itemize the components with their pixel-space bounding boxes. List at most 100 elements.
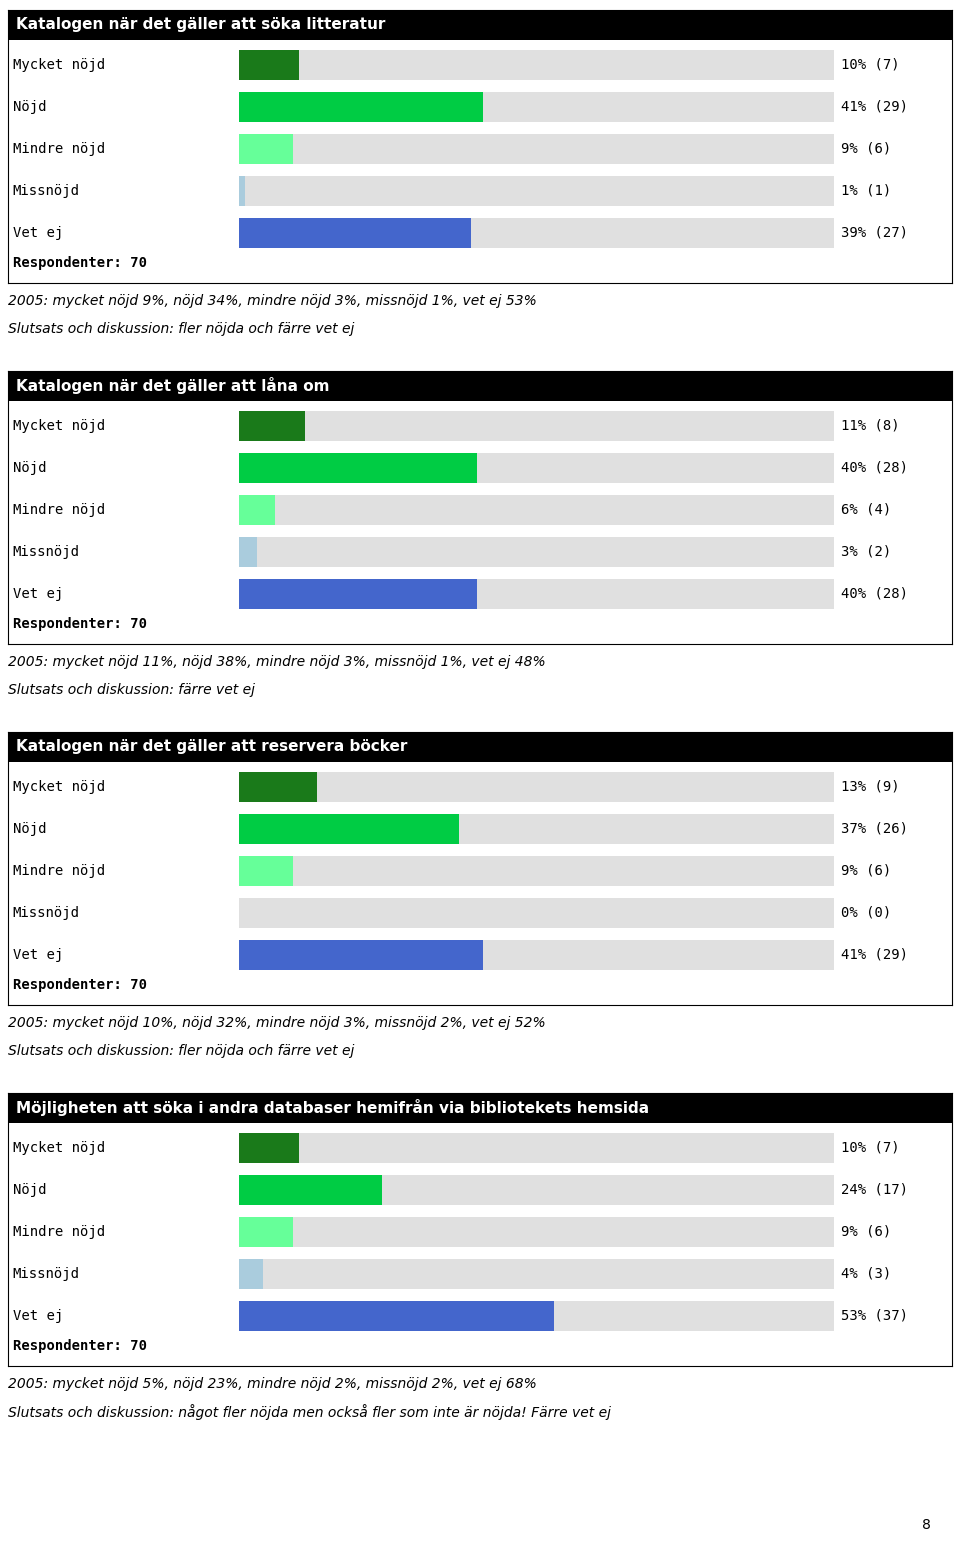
Bar <box>239 411 304 440</box>
Bar <box>239 1132 299 1163</box>
Bar <box>239 133 293 164</box>
Bar <box>239 1176 382 1205</box>
Text: Missnöjd: Missnöjd <box>12 1267 80 1281</box>
Bar <box>239 856 834 886</box>
Text: Respondenter: 70: Respondenter: 70 <box>12 617 147 631</box>
Bar <box>239 856 293 886</box>
Bar <box>239 50 834 81</box>
Text: 40% (28): 40% (28) <box>841 586 907 600</box>
Bar <box>239 175 245 206</box>
Bar <box>239 495 834 524</box>
Text: 37% (26): 37% (26) <box>841 822 907 836</box>
Bar <box>239 411 834 440</box>
Bar <box>8 732 952 762</box>
Text: Mindre nöjd: Mindre nöjd <box>12 143 105 157</box>
Text: 10% (7): 10% (7) <box>841 1142 900 1155</box>
Text: 6% (4): 6% (4) <box>841 503 891 516</box>
Text: Mindre nöjd: Mindre nöjd <box>12 1225 105 1239</box>
Text: Missnöjd: Missnöjd <box>12 185 80 199</box>
Bar <box>239 175 834 206</box>
Text: 2005: mycket nöjd 5%, nöjd 23%, mindre nöjd 2%, missnöjd 2%, vet ej 68%: 2005: mycket nöjd 5%, nöjd 23%, mindre n… <box>8 1377 537 1391</box>
Text: 41% (29): 41% (29) <box>841 99 907 115</box>
Text: Vet ej: Vet ej <box>12 586 63 600</box>
Text: Slutsats och diskussion: fler nöjda och färre vet ej: Slutsats och diskussion: fler nöjda och … <box>8 323 354 337</box>
Text: 2005: mycket nöjd 11%, nöjd 38%, mindre nöjd 3%, missnöjd 1%, vet ej 48%: 2005: mycket nöjd 11%, nöjd 38%, mindre … <box>8 655 545 668</box>
Text: Mycket nöjd: Mycket nöjd <box>12 419 105 433</box>
Bar <box>239 772 834 802</box>
Text: 1% (1): 1% (1) <box>841 185 891 199</box>
Bar <box>239 814 459 844</box>
Bar <box>239 940 483 969</box>
Text: 40% (28): 40% (28) <box>841 461 907 475</box>
Text: Slutsats och diskussion: fler nöjda och färre vet ej: Slutsats och diskussion: fler nöjda och … <box>8 1044 354 1058</box>
Text: 9% (6): 9% (6) <box>841 864 891 878</box>
Bar <box>239 1218 293 1247</box>
Text: Katalogen när det gäller att söka litteratur: Katalogen när det gäller att söka litter… <box>15 17 385 33</box>
Bar <box>239 898 834 927</box>
Text: 41% (29): 41% (29) <box>841 948 907 962</box>
Text: 53% (37): 53% (37) <box>841 1309 907 1323</box>
Bar <box>239 537 834 568</box>
Text: 9% (6): 9% (6) <box>841 1225 891 1239</box>
Bar <box>239 1218 834 1247</box>
Bar <box>239 537 257 568</box>
Text: 39% (27): 39% (27) <box>841 226 907 240</box>
Text: Respondenter: 70: Respondenter: 70 <box>12 256 147 270</box>
Text: Vet ej: Vet ej <box>12 948 63 962</box>
Bar <box>239 133 834 164</box>
Bar <box>239 453 477 482</box>
Bar <box>239 1301 555 1331</box>
Bar <box>239 579 834 610</box>
Bar <box>239 219 471 248</box>
Text: Nöjd: Nöjd <box>12 461 46 475</box>
Text: 24% (17): 24% (17) <box>841 1183 907 1197</box>
Text: Slutsats och diskussion: färre vet ej: Slutsats och diskussion: färre vet ej <box>8 682 255 696</box>
Bar <box>239 1132 834 1163</box>
Bar <box>239 219 834 248</box>
Text: Missnöjd: Missnöjd <box>12 906 80 920</box>
Text: Mindre nöjd: Mindre nöjd <box>12 864 105 878</box>
Text: Respondenter: 70: Respondenter: 70 <box>12 1339 147 1352</box>
Text: Katalogen när det gäller att låna om: Katalogen när det gäller att låna om <box>15 377 329 394</box>
Bar <box>239 814 834 844</box>
Bar <box>239 50 299 81</box>
Text: 2005: mycket nöjd 10%, nöjd 32%, mindre nöjd 3%, missnöjd 2%, vet ej 52%: 2005: mycket nöjd 10%, nöjd 32%, mindre … <box>8 1016 545 1030</box>
Text: Möjligheten att söka i andra databaser hemifrån via bibliotekets hemsida: Möjligheten att söka i andra databaser h… <box>15 1100 649 1117</box>
Bar <box>239 940 834 969</box>
Bar <box>239 1301 834 1331</box>
Text: 0% (0): 0% (0) <box>841 906 891 920</box>
Text: Mycket nöjd: Mycket nöjd <box>12 1142 105 1155</box>
Bar <box>239 772 317 802</box>
Text: Nöjd: Nöjd <box>12 99 46 115</box>
Text: Mycket nöjd: Mycket nöjd <box>12 780 105 794</box>
Text: 10% (7): 10% (7) <box>841 57 900 71</box>
Bar <box>239 1176 834 1205</box>
Text: Katalogen när det gäller att reservera böcker: Katalogen när det gäller att reservera b… <box>15 740 407 754</box>
Bar <box>239 579 477 610</box>
Bar <box>239 1259 263 1289</box>
Text: Mindre nöjd: Mindre nöjd <box>12 503 105 516</box>
Text: 11% (8): 11% (8) <box>841 419 900 433</box>
Text: 13% (9): 13% (9) <box>841 780 900 794</box>
Text: Vet ej: Vet ej <box>12 1309 63 1323</box>
Bar <box>239 1259 834 1289</box>
Text: 2005: mycket nöjd 9%, nöjd 34%, mindre nöjd 3%, missnöjd 1%, vet ej 53%: 2005: mycket nöjd 9%, nöjd 34%, mindre n… <box>8 295 537 309</box>
Text: Missnöjd: Missnöjd <box>12 544 80 558</box>
Text: 3% (2): 3% (2) <box>841 544 891 558</box>
Bar <box>8 371 952 402</box>
Bar <box>239 495 275 524</box>
Text: Slutsats och diskussion: något fler nöjda men också fler som inte är nöjda! Färr: Slutsats och diskussion: något fler nöjd… <box>8 1404 611 1421</box>
Bar <box>239 453 834 482</box>
Text: Nöjd: Nöjd <box>12 822 46 836</box>
Bar <box>8 9 952 40</box>
Text: 8: 8 <box>923 1518 931 1532</box>
Bar <box>8 1093 952 1123</box>
Text: 9% (6): 9% (6) <box>841 143 891 157</box>
Text: Vet ej: Vet ej <box>12 226 63 240</box>
Text: Mycket nöjd: Mycket nöjd <box>12 57 105 71</box>
Text: 4% (3): 4% (3) <box>841 1267 891 1281</box>
Text: Nöjd: Nöjd <box>12 1183 46 1197</box>
Bar <box>239 92 834 123</box>
Text: Respondenter: 70: Respondenter: 70 <box>12 979 147 993</box>
Bar <box>239 92 483 123</box>
